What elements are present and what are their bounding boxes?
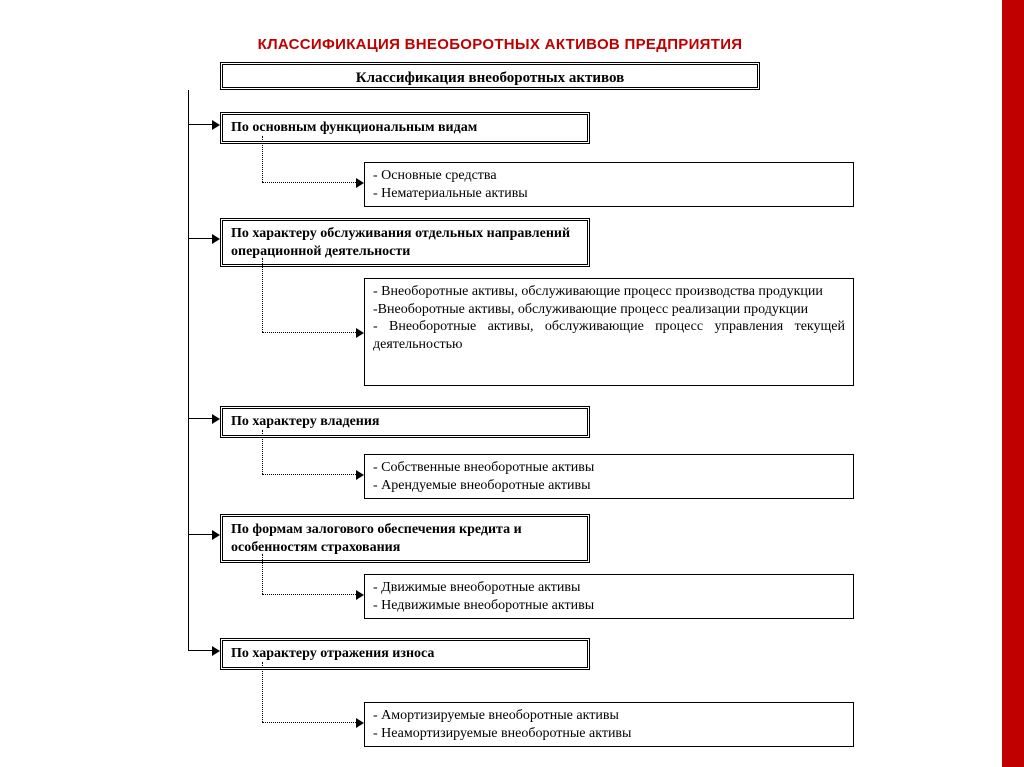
- arrow-icon: [356, 590, 364, 600]
- detail-item: - Собственные внеоборотные активы: [373, 459, 845, 477]
- dotted-h-0: [262, 182, 356, 183]
- detail-box-0: - Основные средства- Нематериальные акти…: [364, 162, 854, 207]
- arrow-icon: [356, 470, 364, 480]
- detail-item: - Движимые внеоборотные активы: [373, 579, 845, 597]
- branch-line: [188, 238, 212, 239]
- detail-item: - Основные средства: [373, 167, 845, 185]
- category-box-3: По формам залогового обеспечения кредита…: [220, 514, 590, 563]
- branch-line: [188, 534, 212, 535]
- arrow-icon: [356, 718, 364, 728]
- arrow-icon: [356, 328, 364, 338]
- dotted-h-2: [262, 474, 356, 475]
- detail-item: - Амортизируемые внеоборотные активы: [373, 707, 845, 725]
- diagram: Классификация внеоборотных активов По осн…: [152, 62, 864, 758]
- dotted-h-1: [262, 332, 356, 333]
- detail-item: - Нематериальные активы: [373, 185, 845, 203]
- category-box-2: По характеру владения: [220, 406, 590, 438]
- detail-item: - Недвижимые внеоборотные активы: [373, 597, 845, 615]
- category-box-1: По характеру обслуживания отдельных напр…: [220, 218, 590, 267]
- dotted-h-3: [262, 594, 356, 595]
- arrow-icon: [212, 120, 220, 130]
- detail-item: - Внеоборотные активы, обслуживающие про…: [373, 283, 845, 301]
- detail-item: - Неамортизируемые внеоборотные активы: [373, 725, 845, 743]
- page: КЛАССИФИКАЦИЯ ВНЕОБОРОТНЫХ АКТИВОВ ПРЕДП…: [0, 0, 1024, 767]
- branch-line: [188, 650, 212, 651]
- branch-line: [188, 124, 212, 125]
- branch-line: [188, 418, 212, 419]
- dotted-v-1: [262, 258, 263, 332]
- arrow-icon: [212, 530, 220, 540]
- detail-item: - Внеоборотные активы, обслуживающие про…: [373, 318, 845, 353]
- arrow-icon: [212, 414, 220, 424]
- category-box-4: По характеру отражения износа: [220, 638, 590, 670]
- detail-item: - Арендуемые внеоборотные активы: [373, 477, 845, 495]
- root-box: Классификация внеоборотных активов: [220, 62, 760, 90]
- arrow-icon: [212, 234, 220, 244]
- accent-bar: [1002, 0, 1024, 767]
- arrow-icon: [356, 178, 364, 188]
- dotted-h-4: [262, 722, 356, 723]
- dotted-v-3: [262, 554, 263, 594]
- trunk-line: [188, 90, 189, 651]
- dotted-v-0: [262, 136, 263, 182]
- detail-item: -Внеоборотные активы, обслуживающие проц…: [373, 301, 845, 319]
- detail-box-1: - Внеоборотные активы, обслуживающие про…: [364, 278, 854, 386]
- dotted-v-2: [262, 430, 263, 474]
- detail-box-3: - Движимые внеоборотные активы- Недвижим…: [364, 574, 854, 619]
- arrow-icon: [212, 646, 220, 656]
- dotted-v-4: [262, 662, 263, 722]
- slide-title: КЛАССИФИКАЦИЯ ВНЕОБОРОТНЫХ АКТИВОВ ПРЕДП…: [0, 36, 1000, 53]
- category-box-0: По основным функциональным видам: [220, 112, 590, 144]
- detail-box-2: - Собственные внеоборотные активы- Аренд…: [364, 454, 854, 499]
- detail-box-4: - Амортизируемые внеоборотные активы- Не…: [364, 702, 854, 747]
